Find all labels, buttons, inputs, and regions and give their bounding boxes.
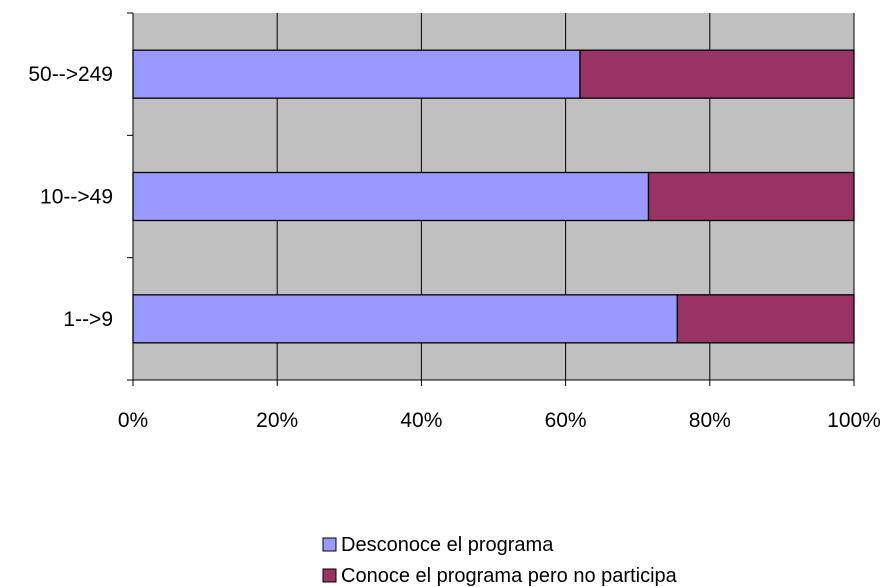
legend-swatch-desconoce bbox=[322, 537, 337, 552]
y-tick-label: 1-->9 bbox=[63, 308, 113, 331]
x-tick-label: 100% bbox=[827, 409, 881, 432]
x-tick-label: 80% bbox=[689, 409, 731, 432]
y-tick-label: 50-->249 bbox=[28, 63, 113, 86]
legend: Desconoce el programa Conoce el programa… bbox=[322, 534, 678, 587]
legend-label-conoce: Conoce el programa pero no participa bbox=[341, 565, 678, 587]
bar-desconoce-0 bbox=[132, 49, 581, 99]
y-tick-label: 10-->49 bbox=[40, 186, 113, 209]
x-tick-label: 0% bbox=[118, 409, 148, 432]
bars bbox=[132, 49, 855, 344]
axes bbox=[127, 12, 855, 386]
bar-desconoce-1 bbox=[132, 171, 650, 222]
legend-label-desconoce: Desconoce el programa bbox=[341, 534, 554, 556]
bar-conoce-2 bbox=[676, 294, 855, 344]
bar-conoce-1 bbox=[647, 171, 855, 222]
x-tick-label: 40% bbox=[400, 409, 442, 432]
x-tick-labels: 0% 20% 40% 60% 80% 100% bbox=[118, 409, 881, 432]
x-tick-label: 20% bbox=[256, 409, 298, 432]
bar-conoce-0 bbox=[579, 49, 855, 99]
bar-desconoce-2 bbox=[132, 294, 679, 344]
legend-swatch-conoce bbox=[322, 568, 337, 583]
y-tick-labels: 50-->249 10-->49 1-->9 bbox=[28, 63, 113, 331]
x-tick-label: 60% bbox=[545, 409, 587, 432]
